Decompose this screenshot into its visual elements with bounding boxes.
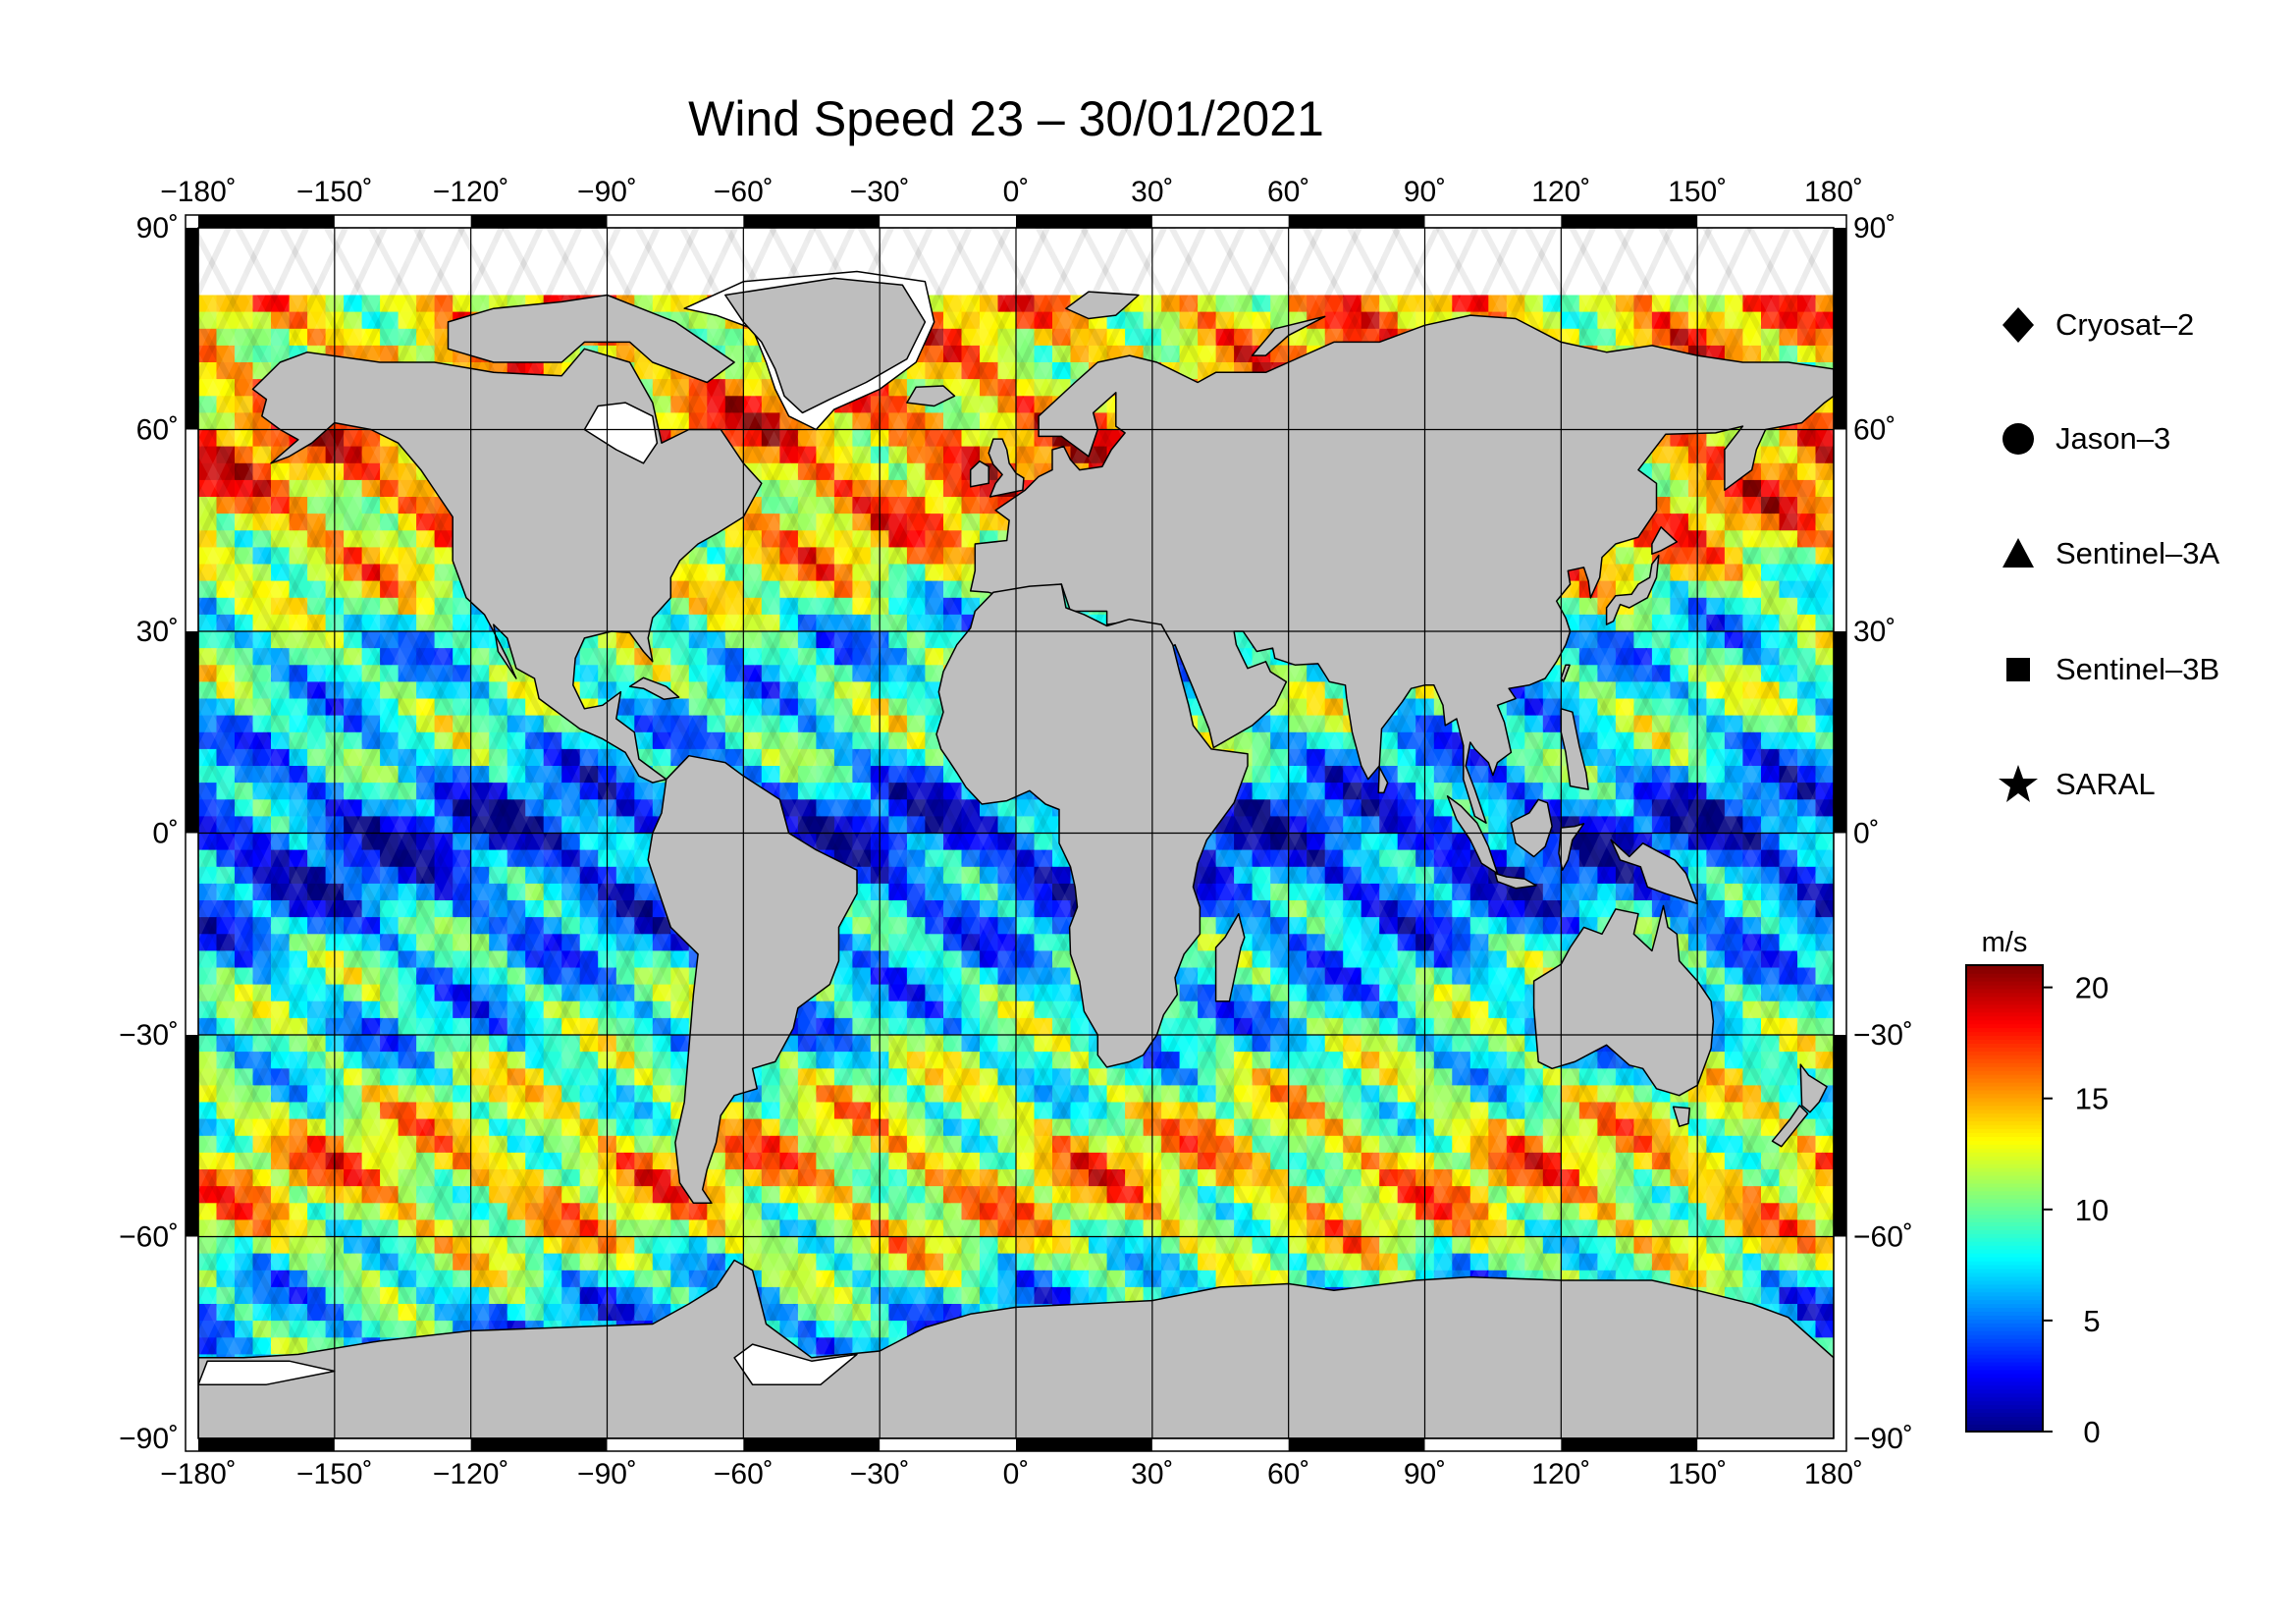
legend-label: Cryosat–2	[2056, 307, 2195, 342]
land-eurasia	[969, 314, 1834, 824]
figure-title: Wind Speed 23 – 30/01/2021	[688, 91, 1324, 146]
triangle-icon	[2002, 538, 2034, 568]
lon-tick-label-bottom: 60˚	[1267, 1458, 1309, 1490]
circle-icon	[2002, 423, 2034, 455]
land-sulawesi	[1558, 823, 1585, 871]
colorbar-unit-label: m/s	[1982, 927, 2028, 958]
legend-label: Sentinel–3A	[2056, 536, 2220, 570]
colorbar-tick-label: 15	[2075, 1082, 2109, 1116]
land-africa	[935, 583, 1249, 1068]
lon-tick-label-bottom: −180˚	[160, 1458, 237, 1490]
lon-tick-label-bottom: 180˚	[1804, 1458, 1863, 1490]
legend-item-sentinel-3b: Sentinel–3B	[1991, 640, 2275, 699]
lon-tick-label-bottom: −150˚	[296, 1458, 373, 1490]
land-new-zealand-south	[1771, 1105, 1809, 1148]
lon-tick-label-top: 90˚	[1404, 176, 1446, 208]
lon-tick-label-top: 30˚	[1131, 176, 1173, 208]
legend-item-cryosat-2: Cryosat–2	[1991, 296, 2275, 354]
lon-tick-label-top: 0˚	[1003, 176, 1030, 208]
lat-tick-label-right: −30˚	[1853, 1019, 1913, 1052]
land-south-america	[647, 754, 858, 1205]
lon-tick-label-bottom: 150˚	[1668, 1458, 1727, 1490]
legend-item-sentinel-3a: Sentinel–3A	[1991, 524, 2275, 583]
lon-tick-label-bottom: 90˚	[1404, 1458, 1446, 1490]
lon-tick-label-bottom: 120˚	[1531, 1458, 1590, 1490]
lon-tick-label-bottom: −120˚	[433, 1458, 509, 1490]
lon-tick-label-top: 180˚	[1804, 176, 1863, 208]
colorbar-tick-label: 0	[2083, 1415, 2100, 1449]
lat-tick-label-left: −30˚	[119, 1019, 179, 1052]
lat-tick-label-left: −90˚	[119, 1423, 179, 1455]
land-new-zealand-north	[1799, 1063, 1828, 1113]
lat-tick-label-right: 30˚	[1853, 616, 1896, 648]
legend-item-saral: SARAL	[1991, 755, 2275, 814]
land-tasmania	[1672, 1106, 1691, 1127]
land-ireland	[969, 460, 989, 488]
land-arctic-islands	[447, 294, 735, 384]
ice-weddell-shelf	[733, 1343, 858, 1385]
lat-tick-label-left: 0˚	[152, 818, 179, 850]
land-svalbard	[1065, 291, 1140, 320]
colorbar: 0 5 10 15 20 m/s	[1965, 927, 2109, 1449]
lat-tick-label-right: −60˚	[1853, 1221, 1913, 1254]
legend-label: Sentinel–3B	[2056, 652, 2220, 686]
lon-tick-label-top: −30˚	[850, 176, 910, 208]
ice-ross-shelf	[198, 1360, 336, 1385]
lat-tick-label-left: 30˚	[136, 616, 179, 648]
lon-tick-label-bottom: 0˚	[1003, 1458, 1030, 1490]
diamond-icon	[2002, 307, 2034, 343]
star-icon	[1999, 765, 2038, 802]
lon-tick-label-top: −150˚	[296, 176, 373, 208]
lon-tick-label-top: −120˚	[433, 176, 509, 208]
legend-item-jason-3: Jason–3	[1991, 409, 2275, 468]
lat-tick-label-left: 60˚	[136, 414, 179, 447]
lon-tick-label-bottom: −30˚	[850, 1458, 910, 1490]
lon-tick-label-top: −180˚	[160, 176, 237, 208]
land-novaya-zemlya	[1251, 315, 1326, 356]
land-java	[1494, 872, 1537, 890]
land-sri-lanka	[1377, 766, 1389, 794]
land-borneo	[1510, 798, 1553, 858]
colorbar-tick-label: 10	[2075, 1193, 2109, 1227]
lon-tick-label-top: 150˚	[1668, 176, 1727, 208]
land-japan	[1605, 554, 1660, 625]
lon-tick-label-bottom: −90˚	[577, 1458, 637, 1490]
lat-tick-label-right: 0˚	[1853, 818, 1880, 850]
land-hokkaido	[1651, 526, 1679, 555]
land-cuba	[628, 676, 680, 700]
land-greenland	[724, 277, 927, 414]
lon-tick-label-top: −90˚	[577, 176, 637, 208]
lon-tick-label-top: 120˚	[1531, 176, 1590, 208]
lon-tick-label-top: −60˚	[714, 176, 774, 208]
lon-tick-label-top: 60˚	[1267, 176, 1309, 208]
land-iceland	[906, 385, 956, 407]
lat-tick-label-right: 60˚	[1853, 414, 1896, 447]
colorbar-tick-label: 5	[2083, 1304, 2100, 1338]
lon-tick-label-bottom: −60˚	[714, 1458, 774, 1490]
lat-tick-label-left: −60˚	[119, 1221, 179, 1254]
legend-label: SARAL	[2056, 767, 2156, 801]
axis-tick-labels: −180˚ −180˚ −150˚ −150˚ −120˚ −120˚ −90˚ −90˚ −6…	[119, 176, 1913, 1490]
lat-tick-label-right: 90˚	[1853, 212, 1896, 244]
legend-label: Jason–3	[2056, 421, 2171, 456]
land-taiwan	[1560, 664, 1571, 683]
lon-tick-label-bottom: 30˚	[1131, 1458, 1173, 1490]
map-frame	[185, 214, 1847, 1452]
land-great-britain	[988, 438, 1025, 498]
land-madagascar	[1214, 912, 1246, 1002]
lat-tick-label-left: 90˚	[136, 212, 179, 244]
colorbar-tick-label: 20	[2075, 971, 2109, 1005]
land-philippines	[1560, 708, 1589, 790]
lat-tick-label-right: −90˚	[1853, 1423, 1913, 1455]
land-new-guinea	[1610, 839, 1698, 905]
square-icon	[2006, 658, 2030, 681]
